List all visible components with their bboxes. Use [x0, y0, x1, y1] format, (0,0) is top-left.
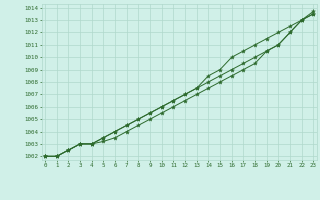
Text: Graphe pression niveau de la mer (hPa): Graphe pression niveau de la mer (hPa) [72, 184, 248, 193]
